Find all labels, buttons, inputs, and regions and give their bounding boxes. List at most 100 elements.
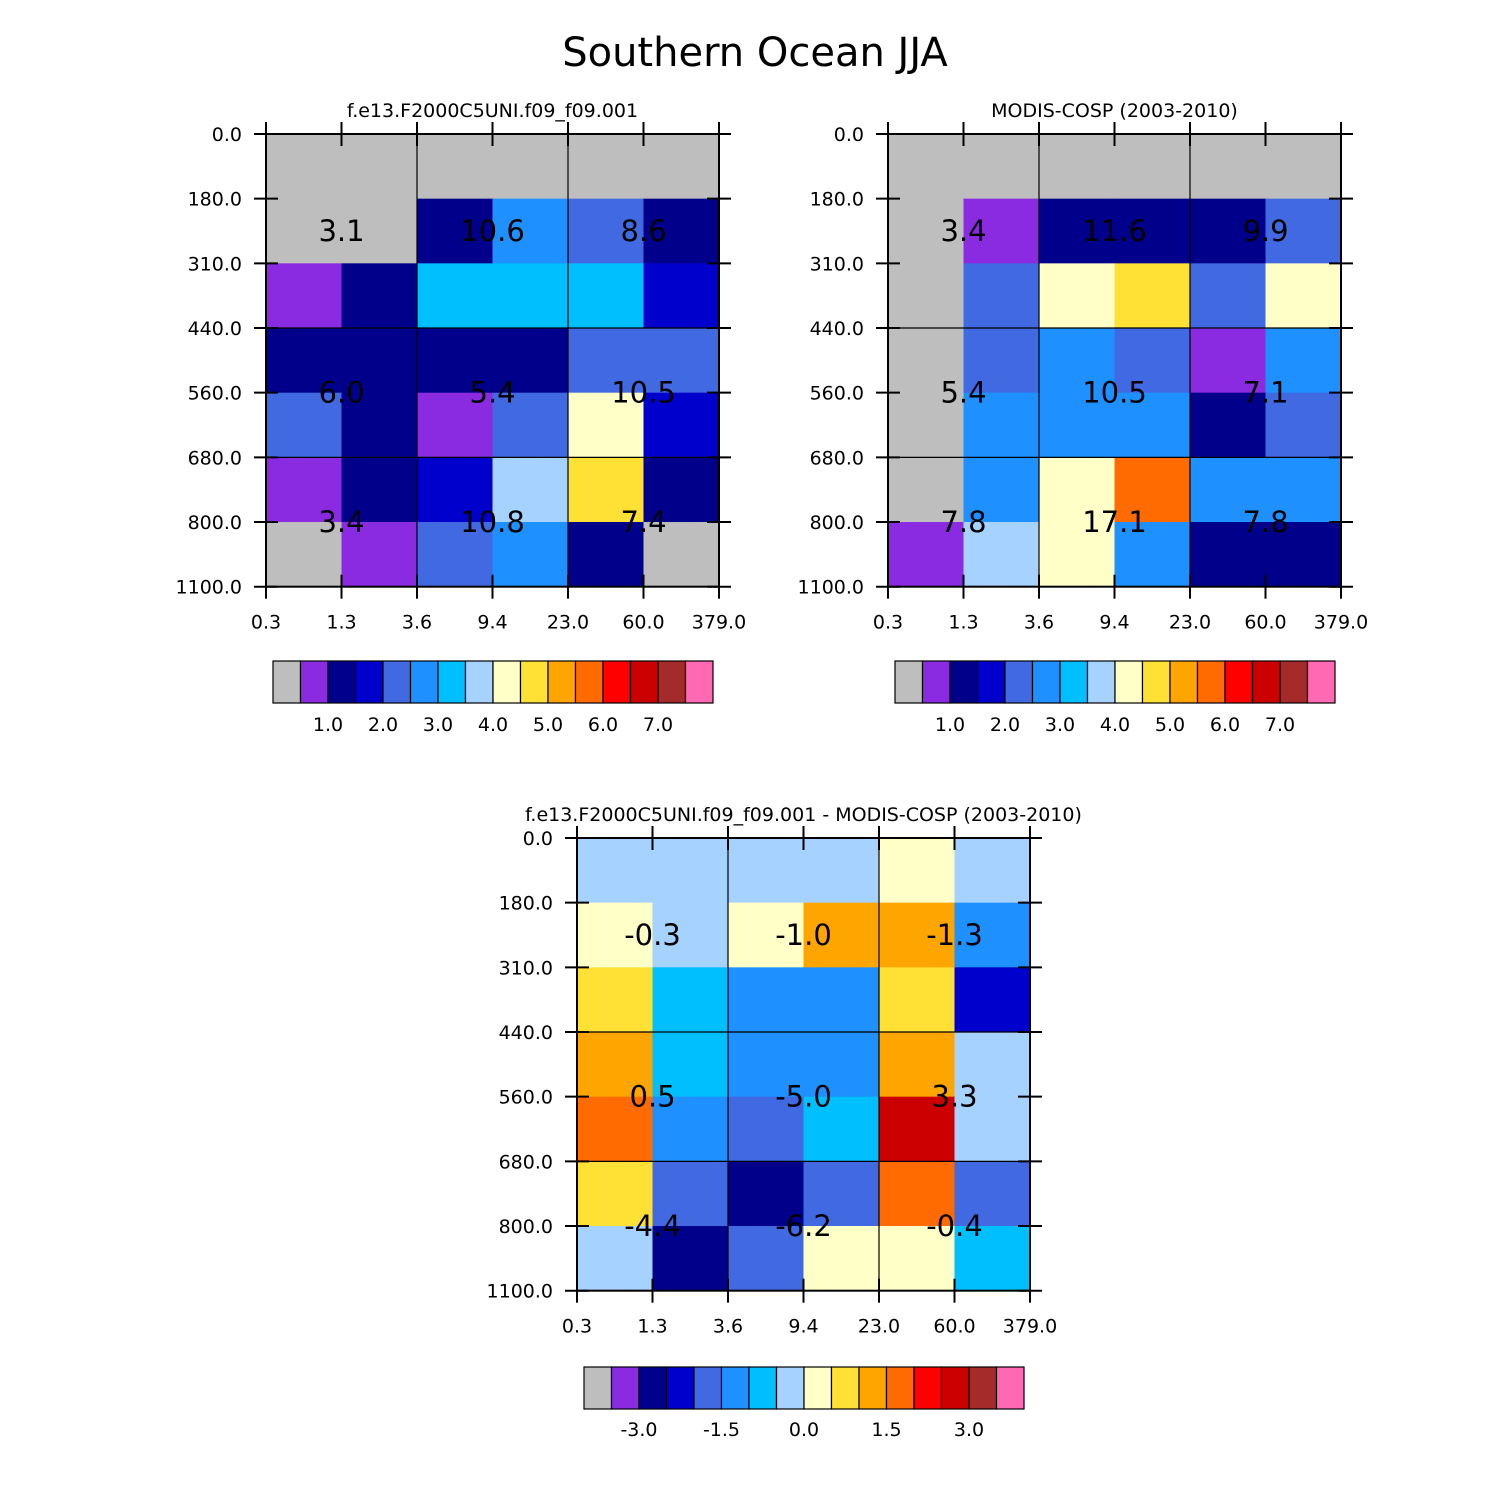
heatmap-cell xyxy=(577,1161,654,1227)
colorbar-swatch xyxy=(1169,660,1199,704)
group-value-label: 7.1 xyxy=(1242,376,1288,410)
colorbar-swatch xyxy=(409,660,439,704)
colorbar-swatch xyxy=(830,1366,860,1410)
heatmap-cell xyxy=(728,1161,805,1227)
colorbar-swatch xyxy=(492,660,522,704)
colorbar-swatch xyxy=(1031,660,1061,704)
heatmap-cell xyxy=(568,263,645,329)
heatmap-cell xyxy=(1190,328,1267,394)
heatmap-cell xyxy=(341,263,418,329)
heatmap-cell xyxy=(577,1096,654,1162)
y-tick-label: 180.0 xyxy=(810,189,864,211)
heatmap-panel-3: f.e13.F2000C5UNI.f09_f09.001 - MODIS-COS… xyxy=(487,804,1082,1441)
heatmap-cell xyxy=(1265,392,1342,458)
y-tick-label: 440.0 xyxy=(810,318,864,340)
heatmap-cell xyxy=(888,392,965,458)
colorbar-label: 6.0 xyxy=(588,714,618,736)
colorbar-swatch xyxy=(602,660,632,704)
heatmap-cell xyxy=(577,1226,654,1292)
colorbar-swatch xyxy=(638,1366,668,1410)
colorbar: 1.0 2.0 3.0 4.0 5.0 6.0 7.0 xyxy=(272,660,714,736)
heatmap-cell xyxy=(803,1032,880,1098)
heatmap-cell xyxy=(1114,392,1191,458)
group-value-label: 3.3 xyxy=(931,1080,977,1114)
x-tick-label: 23.0 xyxy=(547,612,589,634)
y-tick-label: 560.0 xyxy=(499,1087,553,1109)
y-tick-label: 680.0 xyxy=(188,447,242,469)
heatmap-cell xyxy=(652,1032,729,1098)
colorbar-swatch xyxy=(547,660,577,704)
heatmap-cell xyxy=(728,1032,805,1098)
colorbar-label: 2.0 xyxy=(368,714,398,736)
colorbar-label: 3.0 xyxy=(1045,714,1075,736)
heatmap-cell xyxy=(803,902,880,968)
colorbar-swatch xyxy=(949,660,979,704)
heatmap-cell xyxy=(888,522,965,588)
heatmap-cell xyxy=(341,522,418,588)
heatmap-cell xyxy=(341,392,418,458)
heatmap-cell xyxy=(266,263,343,329)
colorbar-swatch xyxy=(665,1366,695,1410)
heatmap-cell xyxy=(1190,522,1267,588)
colorbar-label: 7.0 xyxy=(1265,714,1295,736)
heatmap-cell xyxy=(954,967,1031,1033)
heatmap-cell xyxy=(492,328,569,394)
colorbar-label: 1.0 xyxy=(935,714,965,736)
heatmap-cell xyxy=(728,967,805,1033)
group-value-label: -0.3 xyxy=(624,918,681,952)
colorbar-swatch xyxy=(1141,660,1171,704)
x-tick-label: 1.3 xyxy=(637,1316,667,1338)
y-tick-label: 1100.0 xyxy=(176,577,242,599)
heatmap-cell xyxy=(652,967,729,1033)
heatmap-cell xyxy=(492,457,569,523)
heatmap-cell xyxy=(266,392,343,458)
heatmap-cell xyxy=(879,1032,956,1098)
heatmap-cell xyxy=(492,263,569,329)
x-tick-label: 3.6 xyxy=(713,1316,743,1338)
heatmap-cell xyxy=(963,457,1040,523)
heatmap-cell xyxy=(1114,328,1191,394)
colorbar-swatch xyxy=(272,660,302,704)
heatmap-cell xyxy=(1039,328,1116,394)
group-value-label: 17.1 xyxy=(1082,505,1147,539)
x-tick-label: 60.0 xyxy=(622,612,664,634)
colorbar-swatch xyxy=(1224,660,1254,704)
heatmap-cell xyxy=(1039,263,1116,329)
x-tick-label: 0.3 xyxy=(562,1316,592,1338)
panel-title: MODIS-COSP (2003-2010) xyxy=(991,100,1238,122)
heatmap-cell xyxy=(417,392,494,458)
group-value-label: 6.0 xyxy=(318,376,364,410)
colorbar-swatch xyxy=(437,660,467,704)
heatmap-cell xyxy=(888,134,965,200)
heatmap-cell xyxy=(1039,457,1116,523)
colorbar-swatch xyxy=(519,660,549,704)
group-value-label: -1.3 xyxy=(926,918,983,952)
x-tick-label: 0.3 xyxy=(873,612,903,634)
heatmap-cell xyxy=(1190,134,1267,200)
heatmap-cell xyxy=(417,198,494,264)
y-tick-label: 1100.0 xyxy=(487,1281,553,1303)
colorbar-swatch xyxy=(327,660,357,704)
colorbar-swatch xyxy=(1196,660,1226,704)
colorbar-swatch xyxy=(894,660,924,704)
y-tick-label: 310.0 xyxy=(810,253,864,275)
group-value-label: -4.4 xyxy=(624,1209,681,1243)
heatmap-panel-2: MODIS-COSP (2003-2010) 0.0 180.0 310.0 440.0… xyxy=(798,100,1369,736)
heatmap-cell xyxy=(963,198,1040,264)
heatmap-cell xyxy=(568,134,645,200)
heatmap-cell xyxy=(879,1096,956,1162)
heatmap-cell xyxy=(1265,134,1342,200)
group-value-label: -1.0 xyxy=(775,918,832,952)
heatmap-cell xyxy=(803,967,880,1033)
heatmap-cell xyxy=(266,457,343,523)
heatmap-cell xyxy=(643,457,720,523)
colorbar-swatch xyxy=(354,660,384,704)
heatmap-cell xyxy=(1190,457,1267,523)
colorbar-swatch xyxy=(1306,660,1336,704)
colorbar-swatch xyxy=(610,1366,640,1410)
heatmap-cell xyxy=(954,838,1031,904)
heatmap-cell xyxy=(652,1096,729,1162)
group-value-label: 7.8 xyxy=(940,505,986,539)
heatmap-cell xyxy=(879,1226,956,1292)
